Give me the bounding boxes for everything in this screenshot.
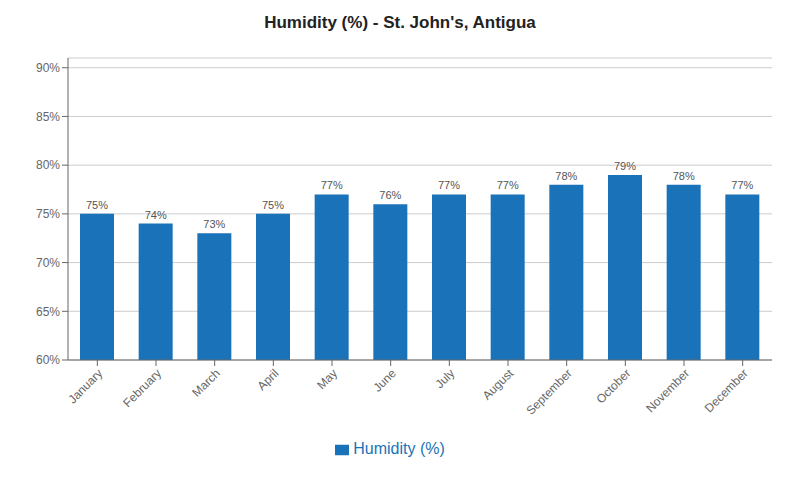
svg-text:80%: 80% bbox=[36, 158, 60, 172]
svg-text:November: November bbox=[643, 366, 692, 415]
svg-text:75%: 75% bbox=[86, 199, 108, 211]
svg-text:78%: 78% bbox=[673, 170, 695, 182]
svg-text:June: June bbox=[371, 366, 400, 395]
html-text:Humidity (%) - St. John's, Ant: Humidity (%) - St. John's, Antigua bbox=[264, 13, 536, 32]
svg-text:75%: 75% bbox=[262, 199, 284, 211]
svg-text:77%: 77% bbox=[497, 179, 519, 191]
svg-text:76%: 76% bbox=[379, 189, 401, 201]
svg-text:65%: 65% bbox=[36, 305, 60, 319]
svg-text:79%: 79% bbox=[614, 160, 636, 172]
svg-text:January: January bbox=[65, 366, 105, 406]
svg-text:77%: 77% bbox=[321, 179, 343, 191]
svg-text:85%: 85% bbox=[36, 110, 60, 124]
svg-text:78%: 78% bbox=[555, 170, 577, 182]
svg-text:September: September bbox=[523, 366, 574, 417]
svg-text:April: April bbox=[255, 366, 282, 393]
svg-text:77%: 77% bbox=[731, 179, 753, 191]
svg-text:February: February bbox=[120, 366, 164, 410]
svg-text:74%: 74% bbox=[145, 209, 167, 221]
svg-text:July: July bbox=[432, 366, 457, 391]
svg-text:90%: 90% bbox=[36, 61, 60, 75]
svg-text:August: August bbox=[480, 366, 517, 403]
svg-text:December: December bbox=[702, 366, 751, 415]
svg-text:70%: 70% bbox=[36, 256, 60, 270]
svg-text:75%: 75% bbox=[36, 207, 60, 221]
svg-text:77%: 77% bbox=[438, 179, 460, 191]
html-text:Humidity (%): Humidity (%) bbox=[353, 440, 445, 457]
svg-text:May: May bbox=[314, 366, 340, 392]
svg-text:73%: 73% bbox=[203, 218, 225, 230]
svg-text:October: October bbox=[593, 366, 633, 406]
svg-text:60%: 60% bbox=[36, 353, 60, 367]
svg-text:March: March bbox=[189, 366, 222, 399]
